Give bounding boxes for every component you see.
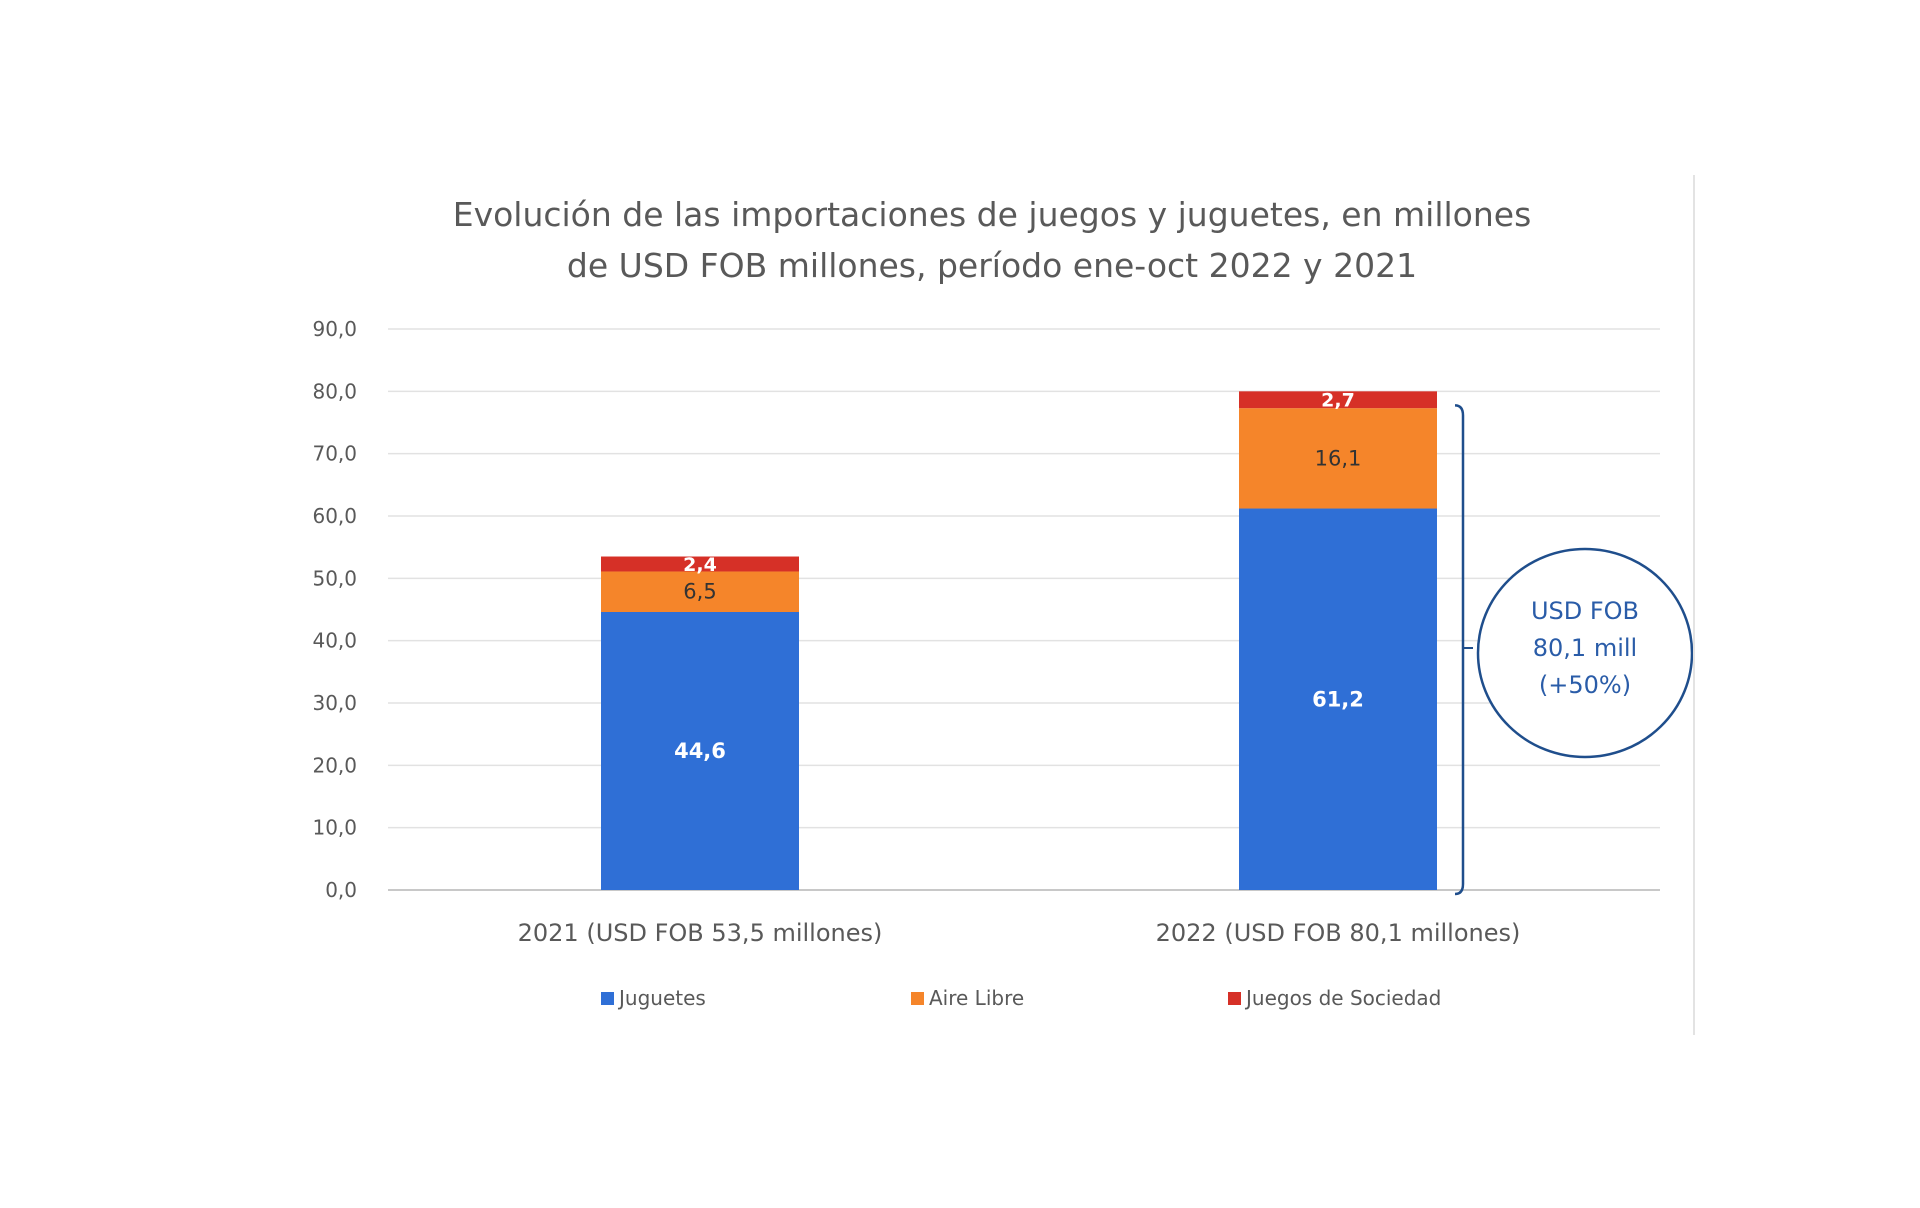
legend-label: Aire Libre bbox=[929, 986, 1024, 1010]
annotation-text: USD FOB bbox=[1531, 597, 1639, 625]
x-tick-label: 2022 (USD FOB 80,1 millones) bbox=[1156, 919, 1521, 947]
chart-title-line: de USD FOB millones, período ene-oct 202… bbox=[567, 246, 1417, 285]
y-tick-label: 40,0 bbox=[312, 629, 357, 653]
legend-label: Juguetes bbox=[617, 986, 706, 1010]
legend: Juguetes Aire Libre Juegos de Sociedad bbox=[601, 986, 1441, 1010]
annotation-text: 80,1 mill bbox=[1533, 634, 1637, 662]
data-labels: 44,6 6,5 2,4 61,2 16,1 2,7 bbox=[674, 390, 1364, 763]
bar-segment-aire-libre bbox=[601, 571, 799, 612]
y-tick-label: 20,0 bbox=[312, 753, 357, 777]
y-tick-label: 70,0 bbox=[312, 442, 357, 466]
annotation-text: (+50%) bbox=[1539, 671, 1631, 699]
chart-title: Evolución de las importaciones de juegos… bbox=[453, 195, 1532, 285]
x-tick-label: 2021 (USD FOB 53,5 millones) bbox=[518, 919, 883, 947]
data-label: 61,2 bbox=[1312, 687, 1364, 711]
data-label: 6,5 bbox=[683, 580, 716, 604]
bar-segment-juegos-de-sociedad bbox=[601, 556, 799, 572]
data-label: 2,7 bbox=[1321, 390, 1355, 412]
y-tick-label: 30,0 bbox=[312, 691, 357, 715]
y-tick-label: 90,0 bbox=[312, 317, 357, 341]
bar-segment-aire-libre bbox=[1239, 408, 1437, 509]
bar-segment-juegos-de-sociedad bbox=[1239, 391, 1437, 409]
gridlines bbox=[388, 328, 1660, 891]
y-axis-ticks: 0,0 10,0 20,0 30,0 40,0 50,0 60,0 70,0 80,0 90,0 bbox=[312, 317, 357, 902]
total-annotation: USD FOB 80,1 mill (+50%) bbox=[1454, 404, 1694, 896]
legend-swatch bbox=[601, 992, 614, 1005]
annotation-circle bbox=[1476, 547, 1694, 759]
bar-segment-juguetes bbox=[601, 611, 799, 890]
x-axis-ticks: 2021 (USD FOB 53,5 millones) 2022 (USD FO… bbox=[518, 919, 1521, 947]
y-tick-label: 0,0 bbox=[325, 878, 357, 902]
data-label: 2,4 bbox=[683, 554, 717, 576]
legend-swatch bbox=[1228, 992, 1241, 1005]
bar-segment-juguetes bbox=[1239, 508, 1437, 890]
legend-swatch bbox=[911, 992, 924, 1005]
chart-frame-border bbox=[1693, 175, 1695, 1035]
y-tick-label: 80,0 bbox=[312, 379, 357, 403]
data-label: 44,6 bbox=[674, 739, 726, 763]
y-tick-label: 60,0 bbox=[312, 504, 357, 528]
data-label: 16,1 bbox=[1315, 446, 1362, 470]
chart-title-line: Evolución de las importaciones de juegos… bbox=[453, 195, 1532, 234]
bracket bbox=[1454, 404, 1465, 896]
bars bbox=[601, 391, 1437, 890]
legend-label: Juegos de Sociedad bbox=[1244, 986, 1441, 1010]
y-tick-label: 50,0 bbox=[312, 566, 357, 590]
y-tick-label: 10,0 bbox=[312, 816, 357, 840]
